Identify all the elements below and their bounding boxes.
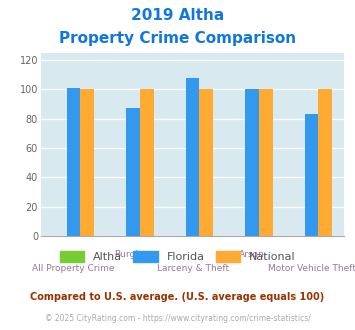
Bar bbox=[305, 114, 318, 236]
Bar bbox=[80, 89, 94, 236]
Bar bbox=[67, 88, 80, 236]
Bar bbox=[140, 89, 154, 236]
Text: Motor Vehicle Theft: Motor Vehicle Theft bbox=[268, 264, 355, 273]
Bar bbox=[186, 78, 200, 236]
Bar bbox=[259, 89, 273, 236]
Bar bbox=[245, 89, 259, 236]
Text: Arson: Arson bbox=[239, 250, 265, 259]
Text: All Property Crime: All Property Crime bbox=[32, 264, 115, 273]
Text: Larceny & Theft: Larceny & Theft bbox=[157, 264, 229, 273]
Text: Compared to U.S. average. (U.S. average equals 100): Compared to U.S. average. (U.S. average … bbox=[31, 292, 324, 302]
Text: Property Crime Comparison: Property Crime Comparison bbox=[59, 31, 296, 46]
Bar bbox=[318, 89, 332, 236]
Legend: Altha, Florida, National: Altha, Florida, National bbox=[55, 247, 300, 267]
Bar bbox=[126, 109, 140, 236]
Text: 2019 Altha: 2019 Altha bbox=[131, 8, 224, 23]
Bar bbox=[200, 89, 213, 236]
Text: © 2025 CityRating.com - https://www.cityrating.com/crime-statistics/: © 2025 CityRating.com - https://www.city… bbox=[45, 314, 310, 323]
Text: Burglary: Burglary bbox=[114, 250, 152, 259]
